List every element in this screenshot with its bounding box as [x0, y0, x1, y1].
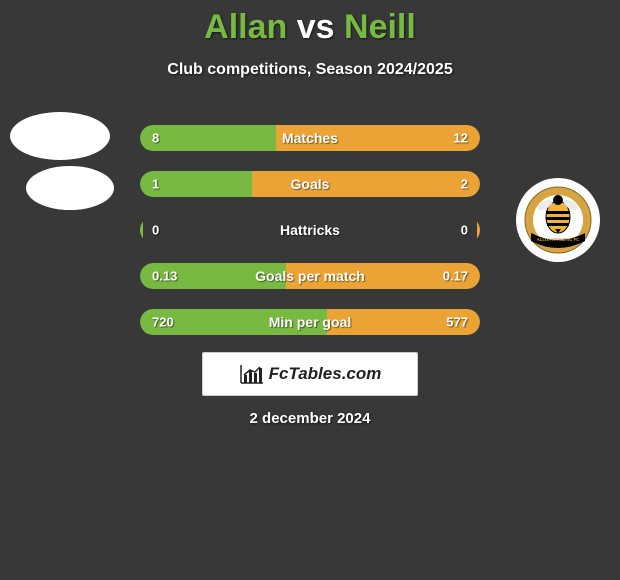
brand-box: FcTables.com [202, 352, 418, 396]
player1-club-placeholder [26, 166, 114, 210]
stat-label: Hattricks [140, 222, 480, 238]
club-badge-icon: ALLOA ATHLETIC FC [523, 185, 593, 255]
stat-row: 0.130.17Goals per match [140, 263, 480, 289]
date-text: 2 december 2024 [0, 410, 620, 427]
title-player1: Allan [204, 8, 287, 46]
player1-avatar-placeholder [10, 112, 110, 160]
brand-text: FcTables.com [269, 364, 382, 384]
stat-label: Min per goal [140, 314, 480, 330]
stat-row: 00Hattricks [140, 217, 480, 243]
svg-text:ALLOA ATHLETIC FC: ALLOA ATHLETIC FC [537, 237, 579, 242]
stat-row: 812Matches [140, 125, 480, 151]
stats-container: 812Matches 12Goals 00Hattricks 0.130.17Goal… [140, 125, 480, 355]
stat-label: Matches [140, 130, 480, 146]
title-vs: vs [297, 8, 335, 46]
brand-chart-icon [239, 363, 265, 385]
page-title: Allan vs Neill [0, 0, 620, 47]
stat-row: 12Goals [140, 171, 480, 197]
stat-row: 720577Min per goal [140, 309, 480, 335]
subtitle: Club competitions, Season 2024/2025 [0, 61, 620, 79]
stat-label: Goals [140, 176, 480, 192]
player2-club-badge: ALLOA ATHLETIC FC [516, 178, 600, 262]
stat-label: Goals per match [140, 268, 480, 284]
title-player2: Neill [344, 8, 416, 46]
